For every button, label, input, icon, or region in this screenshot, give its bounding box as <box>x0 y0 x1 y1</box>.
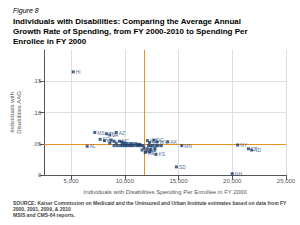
svg-text:KS: KS <box>158 151 165 157</box>
svg-text:10,000: 10,000 <box>116 178 135 184</box>
svg-text:MN: MN <box>184 143 192 149</box>
svg-text:.05: .05 <box>33 141 42 147</box>
svg-text:AL: AL <box>90 143 96 149</box>
svg-text:WV: WV <box>160 139 169 145</box>
svg-text:Individuals with Disabilities: Individuals with Disabilities Spending P… <box>83 189 247 195</box>
svg-text:25,000: 25,000 <box>277 178 296 184</box>
svg-text:Growth Rate of Spending, from: Growth Rate of Spending, from FY 2000-20… <box>13 27 248 36</box>
svg-text:AK: AK <box>170 139 177 145</box>
svg-text:GA: GA <box>107 138 115 144</box>
svg-text:NC: NC <box>122 138 130 144</box>
svg-text:SD: SD <box>179 164 186 170</box>
svg-text:Disabilities AAG: Disabilities AAG <box>16 91 22 134</box>
svg-text:ND: ND <box>254 147 262 153</box>
svg-text:Enrollee in FY 2000: Enrollee in FY 2000 <box>13 37 87 46</box>
svg-text:MSIS and CMS-64 reports.: MSIS and CMS-64 reports. <box>13 212 76 218</box>
svg-text:HI: HI <box>76 69 81 75</box>
svg-text:.15: .15 <box>33 78 42 84</box>
svg-text:Figure 8: Figure 8 <box>13 7 39 15</box>
svg-text:20,000: 20,000 <box>223 178 242 184</box>
svg-text:NY: NY <box>240 142 248 148</box>
svg-text:AZ: AZ <box>119 130 125 136</box>
svg-text:Individuals with: Individuals with <box>9 92 15 133</box>
svg-text:0: 0 <box>38 172 42 178</box>
svg-text:MS: MS <box>97 130 105 136</box>
svg-text:NH: NH <box>235 171 243 177</box>
svg-text:VT: VT <box>152 140 158 146</box>
svg-text:.10: .10 <box>33 110 42 116</box>
svg-text:15,000: 15,000 <box>169 178 188 184</box>
svg-text:ME: ME <box>148 150 156 156</box>
svg-text:5,000: 5,000 <box>64 178 80 184</box>
svg-text:Individuals with Disabilities:: Individuals with Disabilities: Comparing… <box>13 17 241 26</box>
